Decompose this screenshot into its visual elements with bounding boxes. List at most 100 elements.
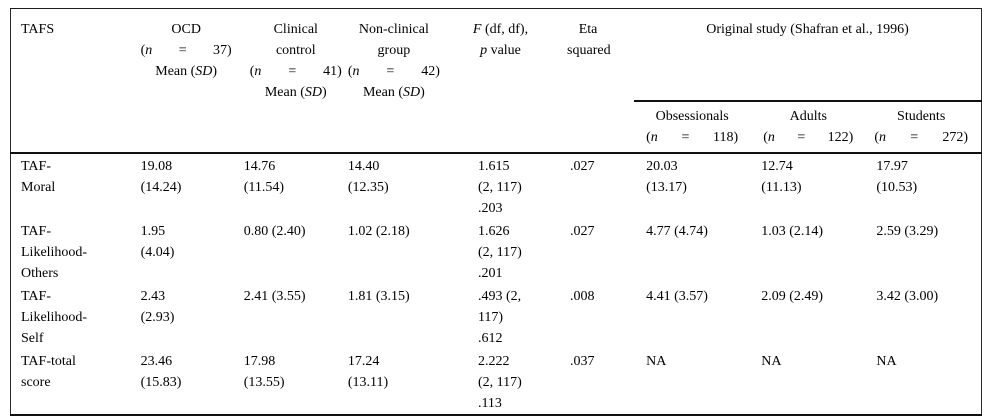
table-cell: NA	[872, 349, 981, 415]
col-header-original-study: Original study (Shafran et al., 1996)	[634, 8, 982, 102]
cell-line: 3.42 (3.00)	[876, 288, 939, 304]
cell-line: (2.93)	[140, 309, 175, 325]
table-cell: 2.59 (3.29)	[872, 219, 981, 284]
subcol-name: Obsessionals	[655, 108, 729, 124]
cell-line: 2.09 (2.49)	[761, 288, 824, 304]
table-cell: 17.24 (13.11)	[348, 349, 471, 415]
cell-line: Others	[21, 265, 59, 281]
cell-line: 2.59 (3.29)	[876, 223, 939, 239]
subcol-name: Students	[897, 108, 946, 124]
tafs-table: TAFS OCD (n = 37) Mean (SD) Clinical con…	[10, 8, 982, 416]
table-cell: .027	[566, 153, 634, 219]
n-equals: =	[797, 129, 806, 145]
cell-line: 20.03	[646, 158, 678, 174]
group-mean-sd: Mean (SD)	[362, 85, 425, 100]
cell-line: .203	[477, 200, 503, 216]
table-cell: .037	[566, 349, 634, 415]
col-header-obsessionals: Obsessionals (n = 118)	[634, 100, 759, 154]
cell-line: 1.81 (3.15)	[347, 288, 410, 304]
cell-line: 1.02 (2.18)	[347, 223, 410, 239]
table-cell: 3.42 (3.00)	[872, 284, 981, 349]
n-value: 41)	[323, 64, 342, 79]
col-header-f-statistic: F (df, df), p value	[470, 8, 567, 154]
cell-line: .027	[570, 158, 595, 174]
paper-table-figure: TAFS OCD (n = 37) Mean (SD) Clinical con…	[10, 8, 982, 416]
group-n-line: (n = 41)	[250, 61, 342, 82]
cell-line: 2.43	[140, 288, 166, 304]
n-value: 42)	[421, 64, 440, 79]
cell-line: (10.53)	[876, 179, 918, 195]
table-row: TAF- Likelihood- Self 2.43 (2.93) 2.41 (3.55)…	[11, 284, 982, 349]
cell-line: 17.98	[243, 353, 276, 369]
row-label: TAF- Moral	[11, 153, 141, 219]
col-header-ocd: OCD (n = 37) Mean (SD)	[140, 8, 244, 154]
table-cell: 2.41 (3.55)	[244, 284, 348, 349]
cell-line: TAF-	[21, 158, 51, 174]
n-equals: =	[910, 129, 919, 145]
cell-line: NA	[876, 353, 897, 369]
col-header-eta-squared: Eta squared	[566, 8, 635, 154]
subcol-name: Adults	[789, 108, 827, 124]
cell-line: NA	[646, 353, 667, 369]
n-value: 37)	[213, 43, 232, 58]
group-mean-sd: Mean (SD)	[155, 64, 218, 79]
table-cell: 2.09 (2.49)	[758, 284, 872, 349]
f-header-line-2: p value	[480, 43, 521, 58]
n-value: 122)	[827, 129, 854, 145]
header-row-main: TAFS OCD (n = 37) Mean (SD) Clinical con…	[10, 8, 982, 154]
col-header-non-clinical-group: Non-clinical group (n = 42) Mean (SD)	[347, 8, 471, 154]
subcol-n-line: (n = 118)	[646, 127, 738, 148]
cell-line: Likelihood-	[21, 309, 88, 325]
table-cell: NA	[758, 349, 872, 415]
table-cell: 0.80 (2.40)	[244, 219, 348, 284]
table-row: TAF- Moral 19.08 (14.24) 14.76 (11.54) 14.40 (1…	[11, 153, 982, 219]
cell-line: .027	[570, 223, 595, 239]
cell-line: (13.55)	[243, 374, 285, 390]
cell-line: 14.76	[243, 158, 276, 174]
group-mean-sd: Mean (SD)	[264, 85, 327, 100]
table-cell: .008	[566, 284, 634, 349]
subcol-n-line: (n = 272)	[874, 127, 968, 148]
cell-line: 19.08	[140, 158, 173, 174]
cell-line: Likelihood-	[21, 244, 88, 260]
col-header-adults: Adults (n = 122)	[758, 100, 873, 154]
cell-line: (4.04)	[140, 244, 175, 260]
cell-line: (13.17)	[646, 179, 687, 195]
n-equals: =	[386, 64, 395, 79]
table-cell: 4.41 (3.57)	[634, 284, 758, 349]
cell-line: 12.74	[761, 158, 793, 174]
cell-line: 0.80 (2.40)	[243, 223, 306, 239]
group-n-line: (n = 42)	[348, 61, 440, 82]
cell-line: NA	[761, 353, 782, 369]
cell-line: 17.97	[876, 158, 908, 174]
cell-line: TAF-	[21, 223, 51, 239]
n-equals: =	[178, 43, 187, 58]
table-cell: 20.03 (13.17)	[634, 153, 758, 219]
table-cell: 2.222 (2, 117) .113	[471, 349, 566, 415]
cell-line: 1.03 (2.14)	[761, 223, 824, 239]
cell-line: .008	[570, 288, 595, 304]
table-cell: 1.81 (3.15)	[348, 284, 471, 349]
f-header-line-1: F (df, df),	[472, 22, 529, 37]
col-header-clinical-control: Clinical control (n = 41) Mean (SD)	[243, 8, 348, 154]
table-cell: 17.98 (13.55)	[244, 349, 348, 415]
cell-line: 1.626	[477, 223, 510, 239]
cell-line: (2, 117)	[477, 179, 522, 195]
table-cell: 1.615 (2, 117) .203	[471, 153, 566, 219]
group-name: OCD	[171, 22, 201, 37]
table-cell: 14.76 (11.54)	[244, 153, 348, 219]
table-cell: 4.77 (4.74)	[634, 219, 758, 284]
cell-line: 14.40	[347, 158, 380, 174]
n-equals: =	[288, 64, 297, 79]
table-cell: 1.95 (4.04)	[141, 219, 244, 284]
table-cell: 23.46 (15.83)	[141, 349, 244, 415]
group-n-line: (n = 37)	[141, 40, 232, 61]
cell-line: .113	[477, 395, 502, 411]
cell-line: 17.24	[347, 353, 380, 369]
header-row-sub: Obsessionals (n = 118) Adults (n = 122)	[11, 100, 982, 154]
table-cell: 2.43 (2.93)	[141, 284, 244, 349]
cell-line: Moral	[21, 179, 56, 195]
cell-line: Self	[21, 330, 44, 346]
cell-line: (2, 117)	[477, 374, 522, 390]
cell-line: .493 (2,	[477, 288, 522, 304]
